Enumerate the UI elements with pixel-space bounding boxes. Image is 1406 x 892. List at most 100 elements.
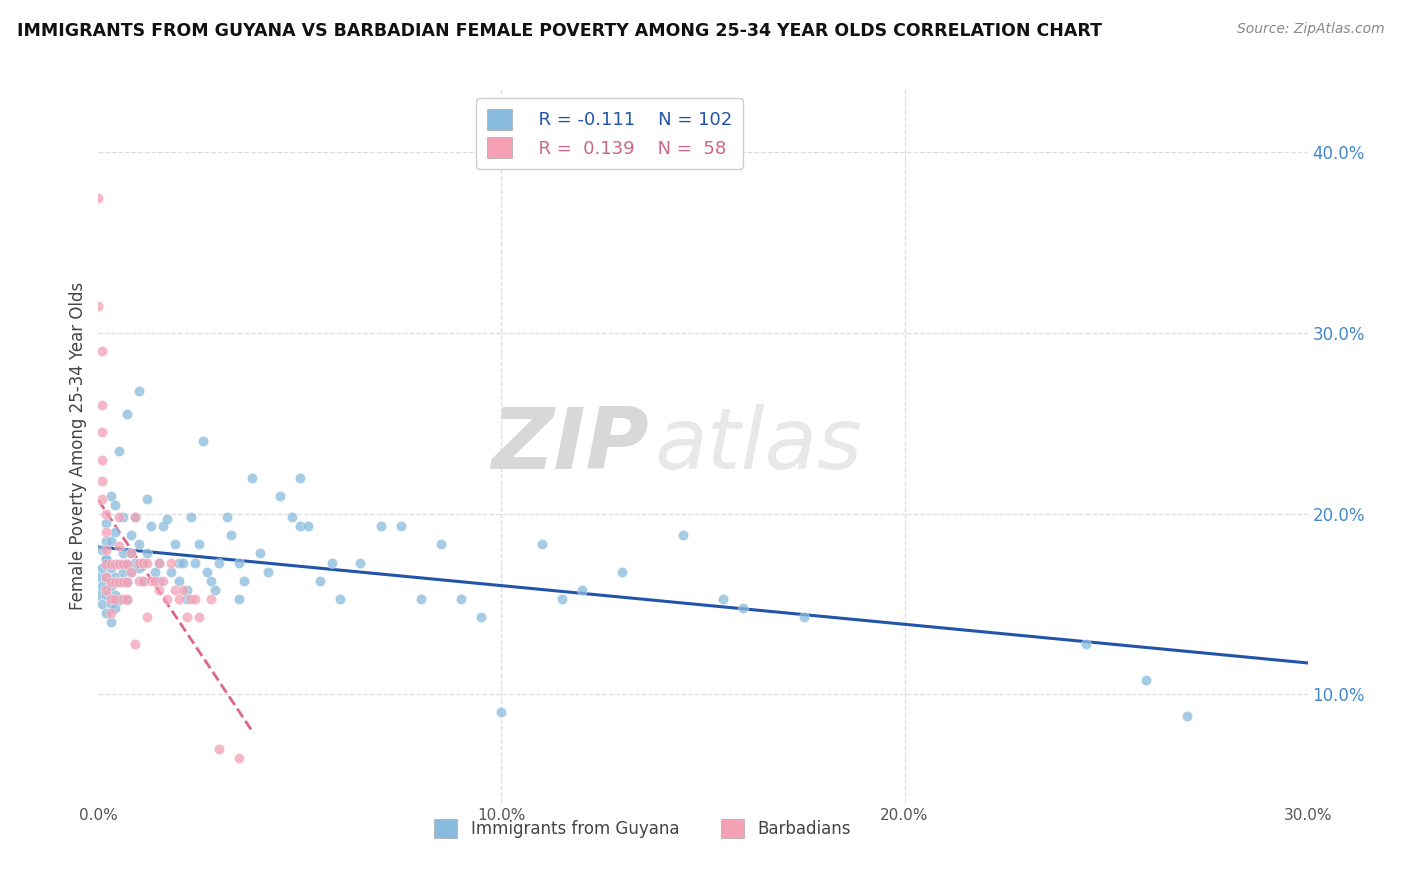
Point: [148, 556, 170, 570]
Point: [217, 510, 239, 524]
Point: [103, 575, 125, 590]
Point: [143, 565, 166, 579]
Point: [96, 552, 118, 566]
Point: [87, 588, 110, 602]
Point: [571, 582, 593, 597]
Point: [135, 609, 157, 624]
Point: [1135, 673, 1157, 687]
Point: [132, 556, 155, 570]
Point: [107, 539, 129, 553]
Point: [124, 510, 146, 524]
Point: [103, 524, 125, 539]
Point: [228, 750, 250, 764]
Point: [96, 552, 118, 566]
Point: [100, 591, 122, 606]
Point: [100, 558, 122, 572]
Point: [1175, 709, 1198, 723]
Point: [103, 558, 125, 572]
Point: [208, 741, 231, 756]
Point: [124, 510, 146, 524]
Point: [115, 593, 138, 607]
Point: [281, 510, 304, 524]
Point: [172, 556, 194, 570]
Point: [470, 609, 492, 624]
Point: [100, 561, 122, 575]
Point: [120, 565, 142, 579]
Point: [176, 591, 198, 606]
Point: [111, 558, 134, 572]
Text: Source: ZipAtlas.com: Source: ZipAtlas.com: [1237, 22, 1385, 37]
Point: [107, 593, 129, 607]
Point: [128, 556, 150, 570]
Point: [148, 556, 170, 570]
Point: [107, 510, 129, 524]
Point: [103, 498, 125, 512]
Point: [91, 492, 114, 507]
Point: [156, 591, 179, 606]
Point: [232, 574, 254, 588]
Text: atlas: atlas: [655, 404, 863, 488]
Point: [111, 565, 134, 579]
Y-axis label: Female Poverty Among 25-34 Year Olds: Female Poverty Among 25-34 Year Olds: [69, 282, 87, 610]
Point: [409, 591, 432, 606]
Point: [100, 533, 122, 548]
Point: [152, 519, 174, 533]
Point: [115, 558, 138, 572]
Point: [167, 556, 190, 570]
Point: [100, 597, 122, 611]
Point: [188, 537, 211, 551]
Point: [120, 547, 142, 561]
Point: [96, 606, 118, 620]
Point: [370, 519, 392, 533]
Point: [163, 537, 186, 551]
Point: [96, 570, 118, 584]
Point: [160, 556, 183, 570]
Point: [132, 556, 155, 570]
Text: IMMIGRANTS FROM GUYANA VS BARBADIAN FEMALE POVERTY AMONG 25-34 YEAR OLDS CORRELA: IMMIGRANTS FROM GUYANA VS BARBADIAN FEMA…: [17, 22, 1102, 40]
Point: [115, 558, 138, 572]
Point: [430, 537, 453, 551]
Point: [152, 574, 174, 588]
Point: [107, 558, 129, 572]
Point: [128, 384, 150, 398]
Point: [103, 588, 125, 602]
Point: [672, 528, 695, 542]
Point: [91, 452, 114, 467]
Point: [208, 556, 231, 570]
Point: [793, 609, 815, 624]
Point: [91, 597, 114, 611]
Point: [733, 600, 755, 615]
Point: [103, 570, 125, 584]
Point: [195, 565, 218, 579]
Point: [530, 537, 553, 551]
Point: [139, 574, 162, 588]
Point: [1074, 637, 1097, 651]
Point: [163, 582, 186, 597]
Point: [148, 574, 170, 588]
Point: [249, 547, 271, 561]
Point: [111, 510, 134, 524]
Point: [100, 579, 122, 593]
Point: [160, 565, 183, 579]
Point: [188, 609, 211, 624]
Point: [132, 574, 155, 588]
Point: [91, 425, 114, 440]
Point: [115, 591, 138, 606]
Point: [221, 528, 243, 542]
Point: [91, 398, 114, 412]
Point: [288, 519, 311, 533]
Point: [111, 575, 134, 590]
Point: [135, 547, 157, 561]
Point: [91, 474, 114, 488]
Point: [450, 591, 472, 606]
Point: [135, 492, 157, 507]
Point: [107, 558, 129, 572]
Point: [107, 443, 129, 458]
Point: [91, 344, 114, 359]
Point: [180, 510, 202, 524]
Point: [111, 547, 134, 561]
Point: [107, 575, 129, 590]
Point: [100, 575, 122, 590]
Point: [103, 600, 125, 615]
Point: [128, 561, 150, 575]
